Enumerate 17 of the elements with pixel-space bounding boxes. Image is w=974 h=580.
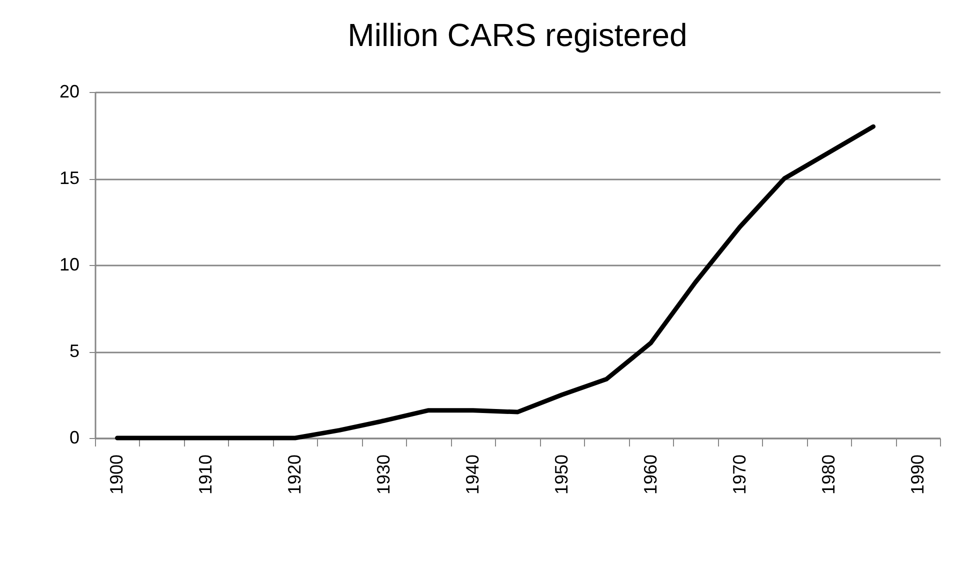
y-tick-label: 5 (69, 341, 80, 361)
x-tick-label: 1950 (551, 454, 572, 495)
x-tick-label: 1980 (818, 454, 838, 495)
y-tick-label: 0 (69, 428, 80, 448)
y-tick-label: 15 (59, 168, 80, 188)
x-tick-label: 1960 (640, 454, 660, 495)
x-tick-label: 1930 (374, 454, 394, 495)
x-tick-label: 1940 (462, 454, 483, 495)
x-tick-label: 1920 (284, 454, 305, 495)
x-tick-label: 1900 (106, 454, 127, 495)
y-tick-label: 10 (59, 254, 80, 274)
y-tick-label: 20 (59, 82, 80, 102)
x-tick-label: 1990 (907, 454, 928, 495)
x-tick-label: 1910 (196, 454, 216, 495)
x-tick-label: 1970 (729, 454, 750, 495)
chart-title: Million CARS registered (348, 17, 688, 53)
line-series (114, 124, 876, 440)
